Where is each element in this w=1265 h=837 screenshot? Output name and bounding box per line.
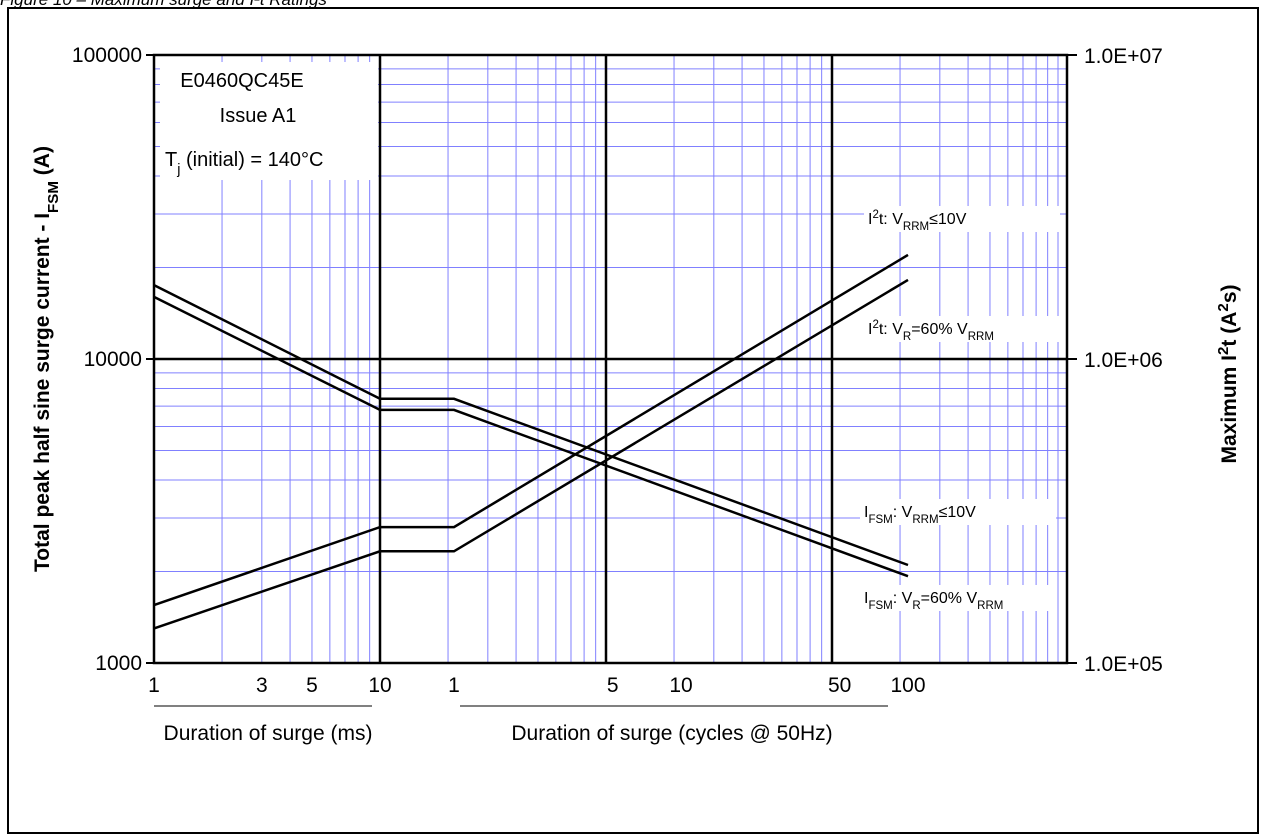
x-cycles-tick-label: 100: [890, 674, 925, 697]
info-box-bg: [160, 62, 378, 180]
series-annotation: IFSM: VRRM≤10V: [864, 504, 976, 526]
right-axis-tick-label: 1.0E+07: [1084, 45, 1163, 68]
left-axis-tick-label: 1000: [95, 652, 142, 675]
x-ms-axis-label: Duration of surge (ms): [164, 722, 373, 745]
figure-caption: Figure 10 – Maximum surge and I²t Rating…: [0, 0, 327, 10]
x-cycles-axis-label: Duration of surge (cycles @ 50Hz): [511, 722, 832, 745]
x-cycles-tick-label: 5: [607, 674, 619, 697]
x-cycles-tick-label: 1: [448, 674, 460, 697]
series-line: [153, 283, 909, 567]
series-line: [153, 253, 909, 607]
annotation-bg: [864, 206, 1060, 232]
left-axis-tick-label: 10000: [84, 348, 142, 371]
x-ms-tick-label: 3: [256, 674, 268, 697]
info-junction-temp: Tj (initial) = 140°C: [165, 149, 323, 178]
y-right-axis-label: Maximum I2t (A2s): [1215, 284, 1242, 463]
labels: 1000 10000 100000 1.0E+05 1.0E+06 1.0E+07 1 3 5 1…: [31, 44, 1241, 745]
x-cycles-tick-label: 10: [669, 674, 692, 697]
right-axis-tick-label: 1.0E+06: [1084, 349, 1163, 372]
series-annotation: I2t: VRRM≤10V: [868, 209, 967, 233]
series-line: [153, 295, 909, 578]
series: [153, 253, 909, 630]
x-ms-tick-label: 5: [306, 674, 318, 697]
right-axis-tick-label: 1.0E+05: [1084, 653, 1163, 676]
annotation-bg: [860, 585, 1056, 611]
x-cycles-tick-label: 50: [828, 674, 851, 697]
annotation-bg: [860, 499, 1056, 525]
series-annotation: IFSM: VR=60% VRRM: [864, 590, 1003, 612]
x-ms-tick-label: 1: [148, 674, 160, 697]
figure-frame: [7, 7, 1259, 834]
x-ms-tick-label: 10: [368, 674, 391, 697]
left-axis-tick-label: 100000: [72, 44, 142, 67]
info-issue: Issue A1: [220, 105, 297, 127]
info-device-code: E0460QC45E: [180, 70, 303, 92]
y-left-axis-label: Total peak half sine surge current - IFS…: [31, 146, 62, 572]
series-line: [153, 278, 909, 630]
annotation-bg: [864, 316, 1060, 342]
series-annotation: I2t: VR=60% VRRM: [868, 319, 994, 343]
